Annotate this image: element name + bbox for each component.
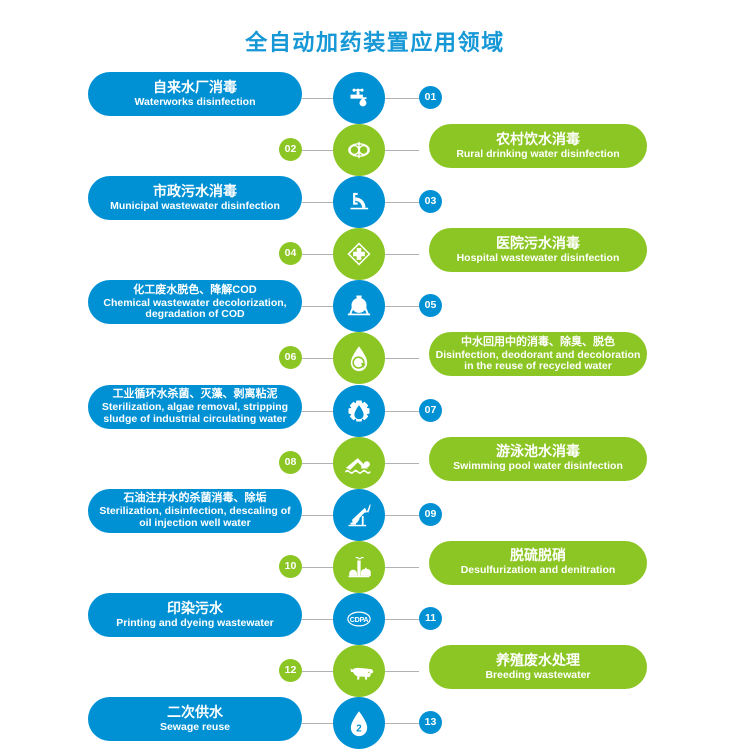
svg-text:CDPA: CDPA xyxy=(350,615,369,624)
svg-text:2: 2 xyxy=(356,724,362,735)
